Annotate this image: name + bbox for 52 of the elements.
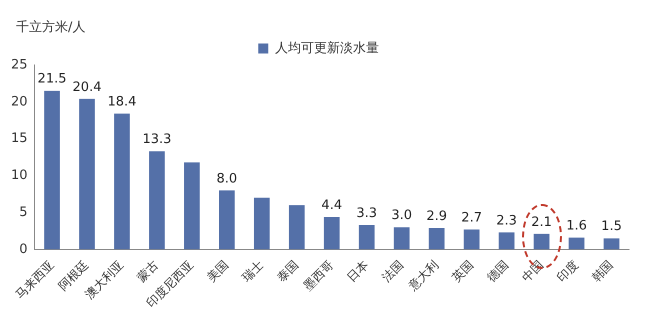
data-label: 21.5 bbox=[38, 72, 67, 87]
data-label: 2.7 bbox=[461, 210, 482, 226]
y-tick-label: 25 bbox=[10, 57, 28, 72]
x-tick-label: 日本 bbox=[344, 258, 372, 285]
x-tick-label: 瑞士 bbox=[239, 258, 266, 285]
x-tick-label: 韩国 bbox=[588, 258, 616, 285]
bar bbox=[324, 216, 340, 250]
x-tick-label: 德国 bbox=[484, 258, 511, 285]
data-label: 20.4 bbox=[72, 80, 102, 95]
data-label: 2.1 bbox=[531, 214, 552, 230]
bar bbox=[219, 190, 235, 250]
data-label: 18.4 bbox=[107, 94, 136, 110]
data-label: 2.3 bbox=[496, 213, 517, 228]
data-label: 1.5 bbox=[601, 219, 622, 234]
x-tick-label: 马来西亚 bbox=[12, 258, 56, 302]
x-tick-label: 美国 bbox=[204, 258, 232, 285]
x-tick-label: 意大利 bbox=[404, 258, 442, 294]
bar bbox=[149, 151, 165, 250]
y-axis-title: 千立方米/人 bbox=[16, 19, 86, 36]
bar bbox=[534, 234, 550, 250]
bar bbox=[394, 227, 410, 250]
data-label: 8.0 bbox=[216, 171, 238, 186]
y-tick-label: 15 bbox=[10, 131, 28, 146]
bar bbox=[498, 232, 514, 250]
bar bbox=[254, 198, 270, 250]
data-label: 3.3 bbox=[356, 206, 378, 221]
data-label: 4.4 bbox=[321, 198, 342, 213]
bar bbox=[604, 238, 620, 250]
data-label: 2.9 bbox=[426, 208, 448, 224]
data-label: 1.6 bbox=[566, 218, 587, 234]
y-tick-label: 0 bbox=[19, 242, 28, 257]
bar bbox=[114, 114, 130, 250]
y-tick-label: 5 bbox=[19, 204, 28, 220]
bar bbox=[288, 205, 305, 250]
bar bbox=[184, 162, 200, 250]
x-tick-label: 泰国 bbox=[274, 258, 302, 285]
bar bbox=[358, 225, 375, 250]
x-tick-label: 英国 bbox=[449, 258, 476, 285]
data-label: 13.3 bbox=[142, 132, 172, 148]
legend-label: 人均可更新淡水量 bbox=[274, 40, 379, 56]
x-tick-label: 印度 bbox=[554, 258, 581, 285]
bar bbox=[44, 90, 60, 250]
data-label: 3.0 bbox=[391, 208, 412, 224]
bar bbox=[428, 228, 445, 250]
y-tick-label: 20 bbox=[10, 94, 28, 110]
bar bbox=[464, 229, 480, 250]
bar bbox=[568, 238, 584, 250]
y-tick-label: 10 bbox=[10, 168, 28, 184]
x-tick-label: 蒙古 bbox=[134, 258, 162, 285]
x-tick-label: 墨西哥 bbox=[300, 258, 336, 294]
bar bbox=[79, 98, 95, 250]
x-tick-label: 法国 bbox=[379, 258, 406, 285]
